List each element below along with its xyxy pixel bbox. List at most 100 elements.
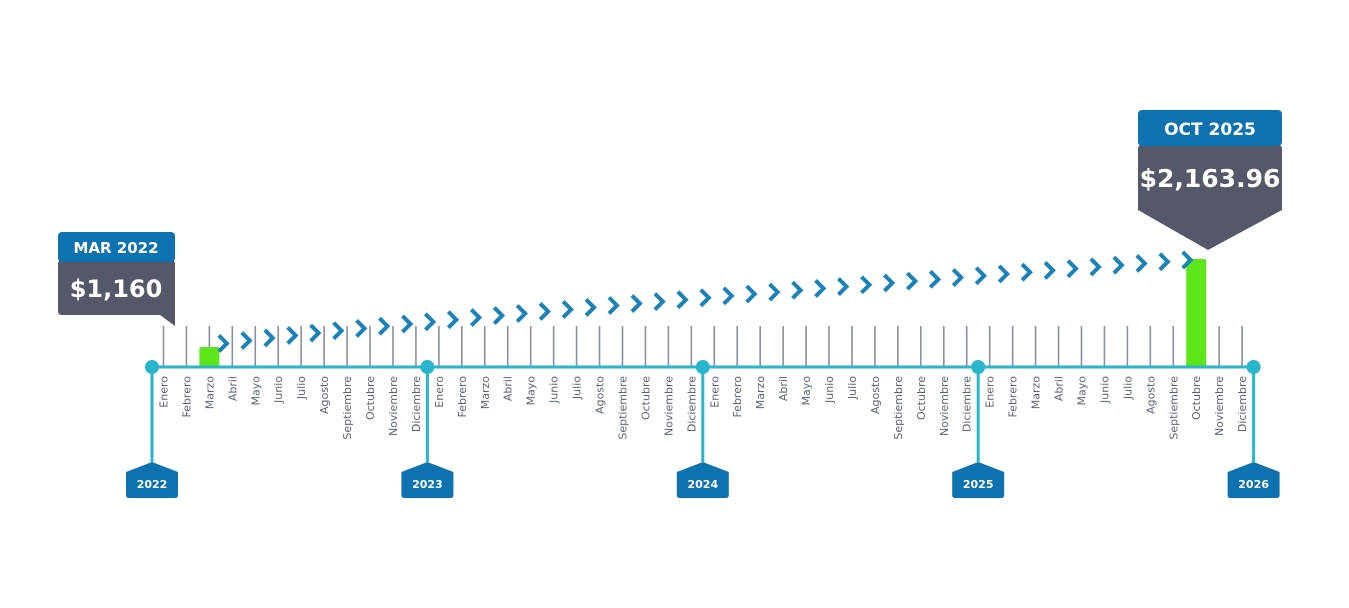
- growth-chevron: [492, 306, 506, 325]
- month-label: Febrero: [456, 376, 469, 418]
- growth-chevron: [997, 264, 1010, 284]
- month-labels: Enero Febrero Marzo Abril Mayo Junio Julio Agos…: [157, 376, 1249, 440]
- callout-date: OCT 2025: [1164, 120, 1256, 140]
- month-label: Julio: [571, 376, 584, 400]
- callout-body: [1138, 145, 1282, 250]
- growth-chevron: [1112, 255, 1125, 275]
- month-label: Octubre: [915, 376, 928, 420]
- growth-chevron: [263, 328, 276, 348]
- month-label: Febrero: [1007, 376, 1020, 418]
- callout-value: $2,163.96: [1140, 164, 1281, 193]
- growth-chevron: [1043, 261, 1056, 280]
- year-label: 2026: [1238, 478, 1269, 491]
- month-label: Julio: [295, 376, 308, 400]
- growth-chevron: [791, 280, 804, 300]
- growth-chevron: [722, 286, 735, 306]
- growth-chevron: [1181, 250, 1194, 270]
- growth-chevron: [768, 282, 781, 302]
- growth-chevron: [860, 275, 873, 295]
- growth-chevron: [332, 321, 345, 341]
- month-label: Mayo: [1075, 376, 1088, 406]
- callout-date: MAR 2022: [73, 239, 158, 257]
- year-label: 2024: [687, 478, 718, 491]
- month-label: Diciembre: [1236, 376, 1249, 432]
- month-label: Octubre: [364, 376, 377, 420]
- callout-date-tag: [58, 232, 175, 262]
- growth-chevron: [882, 273, 896, 293]
- growth-chevron: [584, 298, 597, 317]
- year-label: 2025: [963, 478, 994, 491]
- month-label: Septiembre: [1167, 376, 1180, 440]
- month-label: Febrero: [180, 376, 193, 418]
- growth-chevron: [905, 271, 919, 291]
- month-label: Enero: [708, 376, 721, 408]
- growth-chevron: [974, 266, 988, 286]
- month-label: Octubre: [639, 376, 652, 420]
- growth-chevron: [951, 268, 965, 287]
- growth-chevron: [355, 318, 368, 338]
- month-label: Junio: [1098, 376, 1111, 404]
- growth-chevron: [217, 334, 230, 353]
- month-label: Agosto: [318, 376, 331, 414]
- growth-chevron: [309, 323, 322, 343]
- growth-chevron: [561, 300, 574, 319]
- growth-chevron: [240, 331, 253, 351]
- year-tag: [1227, 462, 1280, 498]
- month-label: Diciembre: [961, 376, 974, 432]
- month-label: Abril: [777, 376, 790, 401]
- month-label: Noviembre: [387, 376, 400, 436]
- year-dot: [971, 360, 986, 374]
- month-label: Agosto: [1144, 376, 1157, 414]
- month-label: Julio: [846, 376, 859, 400]
- growth-arrows: [217, 250, 1194, 353]
- month-label: Enero: [157, 376, 170, 408]
- year-tag: [676, 462, 729, 498]
- month-label: Abril: [1053, 376, 1066, 401]
- month-label: Marzo: [203, 376, 216, 410]
- month-label: Septiembre: [616, 376, 629, 440]
- month-label: Marzo: [479, 376, 492, 410]
- growth-chevron: [653, 292, 666, 312]
- growth-chevron: [378, 316, 391, 336]
- bars: [199, 259, 1207, 367]
- growth-chevron: [630, 294, 643, 313]
- month-label: Junio: [548, 376, 561, 404]
- year-tag: [126, 462, 178, 498]
- month-label: Enero: [984, 376, 997, 408]
- growth-chevron: [423, 312, 437, 332]
- year-markers: 2022 2023 2024 2025 2026: [126, 360, 1280, 498]
- month-label: Marzo: [1030, 376, 1043, 410]
- growth-chevron: [1135, 254, 1148, 273]
- year-dot: [1246, 360, 1261, 374]
- year-label: 2023: [412, 478, 443, 491]
- month-label: Mayo: [800, 376, 813, 406]
- month-label: Septiembre: [341, 376, 354, 440]
- growth-chevron: [814, 279, 827, 298]
- growth-chevron: [538, 302, 551, 321]
- month-label: Noviembre: [1213, 376, 1226, 436]
- growth-chevron: [446, 310, 460, 330]
- month-label: Diciembre: [685, 376, 698, 432]
- growth-chevron: [607, 296, 620, 315]
- month-label: Septiembre: [892, 376, 905, 440]
- growth-chevron: [1066, 259, 1079, 279]
- year-dot: [145, 360, 159, 374]
- growth-chevron: [401, 314, 414, 334]
- month-label: Junio: [272, 376, 285, 404]
- growth-chevron: [286, 326, 299, 345]
- growth-chevron: [837, 277, 850, 296]
- end-value-callout: OCT 2025 $2,163.96: [1138, 110, 1282, 250]
- callout-value: $1,160: [70, 275, 163, 303]
- month-label: Marzo: [754, 376, 767, 410]
- year-tag: [401, 462, 454, 498]
- growth-chevron: [676, 290, 689, 310]
- callout-body: [58, 260, 175, 326]
- growth-chevron: [1089, 257, 1102, 277]
- month-label: Julio: [1121, 376, 1134, 400]
- month-label: Mayo: [525, 376, 538, 406]
- month-label: Agosto: [869, 376, 882, 414]
- growth-chevron: [699, 288, 712, 308]
- value-bar: [199, 347, 220, 367]
- growth-chevron: [515, 304, 529, 323]
